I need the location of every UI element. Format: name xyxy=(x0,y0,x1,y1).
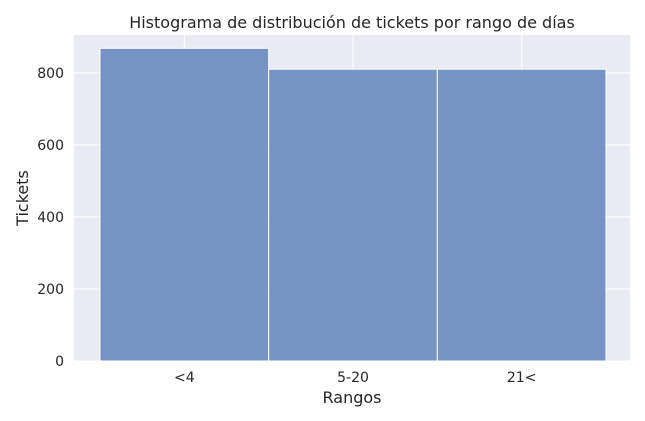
x-tick-label: <4 xyxy=(174,370,195,386)
bar-1 xyxy=(268,68,438,362)
y-tick-label: 200 xyxy=(37,282,64,298)
x-tick-label: 5-20 xyxy=(337,370,369,386)
y-tick-label: 600 xyxy=(37,138,64,154)
x-axis-ticks: <4 5-20 21< xyxy=(174,370,536,386)
x-tick-label: 21< xyxy=(507,370,537,386)
bar-2 xyxy=(436,68,607,362)
y-tick-label: 400 xyxy=(37,210,64,226)
y-tick-label: 0 xyxy=(55,354,64,370)
x-axis-label: Rangos xyxy=(323,388,382,407)
y-axis-ticks: 0 200 400 600 800 xyxy=(37,66,64,370)
bars xyxy=(99,47,607,362)
y-tick-label: 800 xyxy=(37,66,64,82)
bar-0 xyxy=(99,47,270,362)
chart-title: Histograma de distribución de tickets po… xyxy=(129,13,575,32)
y-axis-label: Tickets xyxy=(13,170,32,227)
